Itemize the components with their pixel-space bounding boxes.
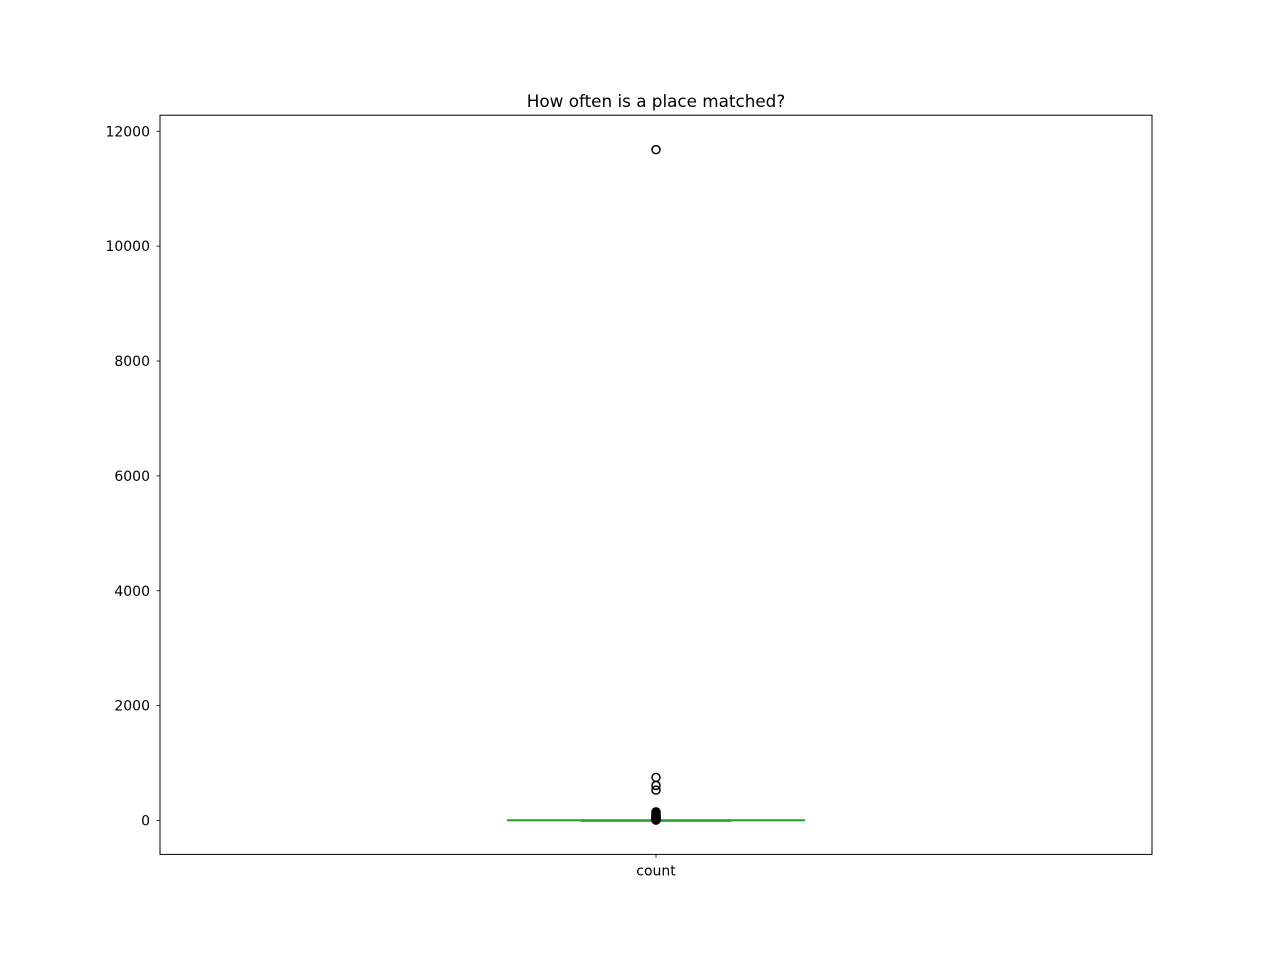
outlier-point — [651, 815, 661, 825]
outlier-point — [651, 144, 661, 155]
y-axis: 0 2000 4000 6000 8000 10000 12000 — [105, 124, 160, 830]
y-tick-label: 10000 — [105, 239, 150, 255]
chart-title: How often is a place matched? — [527, 91, 786, 111]
box-count — [507, 144, 805, 825]
y-tick-label: 12000 — [105, 124, 150, 140]
outlier-point — [651, 785, 661, 795]
plot-area — [507, 144, 805, 825]
y-tick-label: 2000 — [114, 699, 150, 715]
x-axis: count — [636, 854, 676, 879]
y-tick-label: 4000 — [114, 584, 150, 600]
y-tick-label: 6000 — [114, 469, 150, 485]
outlier-point — [651, 780, 661, 791]
y-tick-label: 8000 — [114, 354, 150, 370]
axes-frame — [159, 114, 1153, 855]
x-tick-label: count — [636, 863, 676, 879]
y-tick-label: 0 — [141, 814, 150, 830]
